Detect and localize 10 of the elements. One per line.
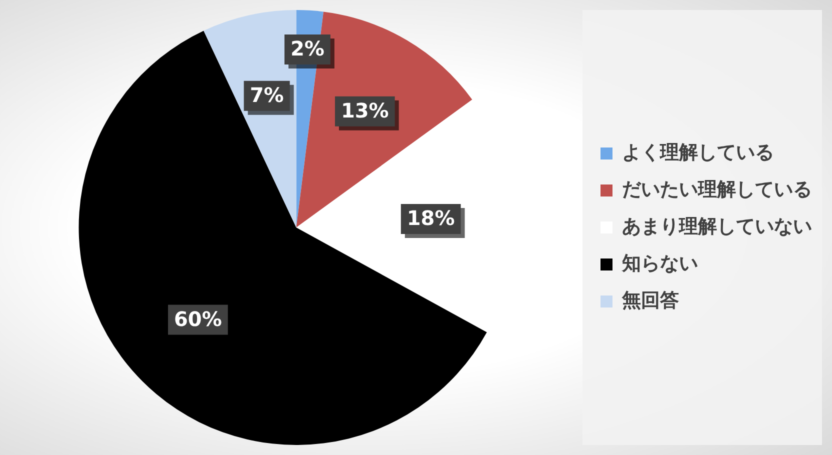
legend-label: あまり理解していない xyxy=(622,215,812,238)
legend-label: 知らない xyxy=(621,252,698,274)
legend-label: よく理解している xyxy=(622,141,774,164)
data-label: 18% xyxy=(406,206,455,230)
legend-label: だいたい理解している xyxy=(622,178,812,200)
data-label: 13% xyxy=(340,98,389,123)
data-label: 7% xyxy=(250,83,284,108)
legend-label: 無回答 xyxy=(621,289,679,312)
data-label: 2% xyxy=(290,36,324,61)
data-label: 60% xyxy=(174,307,222,332)
